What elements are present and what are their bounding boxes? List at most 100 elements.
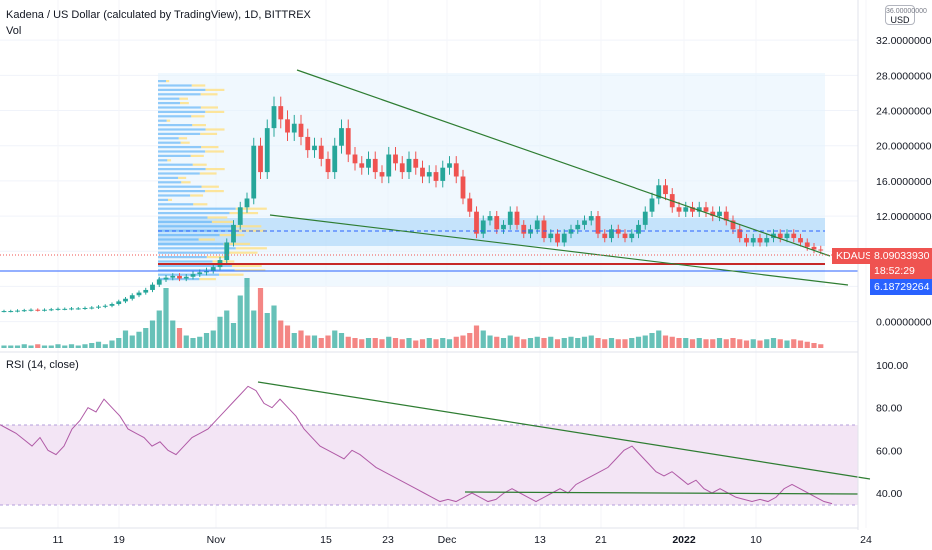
profile-bar: [158, 84, 192, 87]
profile-bar-sell: [229, 212, 259, 215]
candle-body: [21, 310, 27, 312]
currency-button[interactable]: 36.00000000 USD: [885, 5, 927, 25]
volume-bar: [716, 338, 723, 348]
candle-body: [717, 211, 722, 217]
profile-bar-sell: [219, 273, 244, 276]
candle-body: [89, 307, 95, 309]
profile-bar: [158, 198, 169, 201]
volume-bar: [75, 345, 81, 348]
candle-body: [440, 167, 446, 181]
chart-title[interactable]: Kadena / US Dollar (calculated by Tradin…: [6, 9, 311, 21]
profile-bar: [158, 146, 202, 149]
volume-bar: [48, 345, 54, 348]
volume-bar: [170, 320, 176, 348]
candle-body: [8, 311, 14, 313]
profile-bar: [158, 234, 220, 237]
volume-bar: [669, 336, 675, 348]
volume-bar: [217, 316, 223, 348]
volume-bar: [649, 333, 655, 348]
volume-label[interactable]: Vol: [6, 25, 22, 37]
candle-body: [345, 128, 351, 155]
countdown-tag: 18:52:29: [870, 263, 932, 279]
candle-body: [393, 154, 398, 164]
profile-bar: [158, 273, 220, 276]
candle-body: [541, 220, 547, 239]
volume-bar: [622, 339, 628, 348]
time-tick-label: 13: [534, 534, 546, 546]
candle-body: [710, 211, 716, 217]
rsi-label[interactable]: RSI (14, close): [6, 359, 79, 371]
candle-body: [730, 220, 736, 230]
candlesticks: [1, 96, 824, 313]
volume-bar: [305, 335, 311, 348]
volume-bar: [183, 335, 189, 348]
candle-body: [75, 308, 81, 310]
profile-bar: [158, 260, 213, 263]
volume-bar: [595, 338, 601, 348]
profile-bar: [158, 185, 202, 188]
candle-body: [588, 216, 594, 221]
candle-body: [703, 207, 709, 212]
candle-body: [595, 216, 601, 234]
volume-bar: [568, 336, 574, 348]
level-price-tag: 6.18729264: [870, 279, 932, 295]
volume-bar: [379, 339, 385, 348]
volume-bar: [703, 339, 709, 348]
volume-bar: [1, 345, 7, 348]
profile-bar: [158, 93, 201, 96]
rsi-line: [0, 385, 833, 505]
volume-bar: [264, 313, 270, 348]
profile-bar: [158, 251, 230, 254]
profile-bar-sell: [201, 185, 219, 188]
volume-bar: [581, 336, 588, 348]
candle-body: [609, 229, 614, 239]
candle-body: [413, 158, 419, 168]
candle-body: [271, 106, 277, 129]
candle-body: [521, 224, 527, 234]
volume-bar: [352, 338, 358, 348]
rsi-tick-label: 60.00: [876, 445, 902, 457]
candle-body: [784, 233, 790, 239]
candle-body: [656, 185, 662, 199]
volume-bar: [62, 345, 68, 348]
currency-code: USD: [890, 15, 910, 25]
profile-bar-sell: [200, 106, 219, 109]
profile-bar: [158, 225, 232, 228]
volume-bar: [818, 344, 824, 348]
volume-bar: [190, 338, 196, 348]
candle-body: [507, 211, 513, 225]
profile-bar: [158, 172, 200, 175]
candle-body: [366, 158, 371, 168]
profile-bar: [158, 181, 182, 184]
candle-body: [190, 274, 196, 277]
candle-body: [69, 308, 74, 310]
volume-bar: [635, 336, 642, 348]
profile-bar: [158, 80, 166, 83]
candle-body: [744, 238, 749, 243]
volume-bar: [514, 336, 520, 348]
volume-bar: [453, 336, 459, 348]
profile-bar-sell: [205, 150, 225, 153]
candle-body: [777, 233, 783, 239]
volume-bar: [332, 330, 338, 348]
candle-body: [433, 172, 439, 181]
profile-bar: [158, 141, 181, 144]
volume-bar: [298, 330, 304, 348]
candle-body: [447, 163, 452, 168]
volume-bar: [278, 320, 284, 348]
time-tick-label: 24: [860, 534, 872, 546]
volume-bar: [426, 338, 432, 348]
price-tick-label: 16.00000000: [876, 176, 932, 188]
candle-body: [150, 284, 155, 290]
candle-body: [82, 307, 88, 309]
volume-bar: [737, 339, 743, 348]
rsi-tick-label: 40.00: [876, 488, 902, 500]
volume-bar: [176, 328, 183, 348]
volume-bar: [163, 288, 169, 348]
candle-body: [352, 154, 358, 164]
profile-bar: [158, 190, 206, 193]
profile-bar: [158, 102, 181, 105]
rsi-tick-label: 80.00: [876, 403, 902, 415]
candle-body: [339, 128, 344, 146]
